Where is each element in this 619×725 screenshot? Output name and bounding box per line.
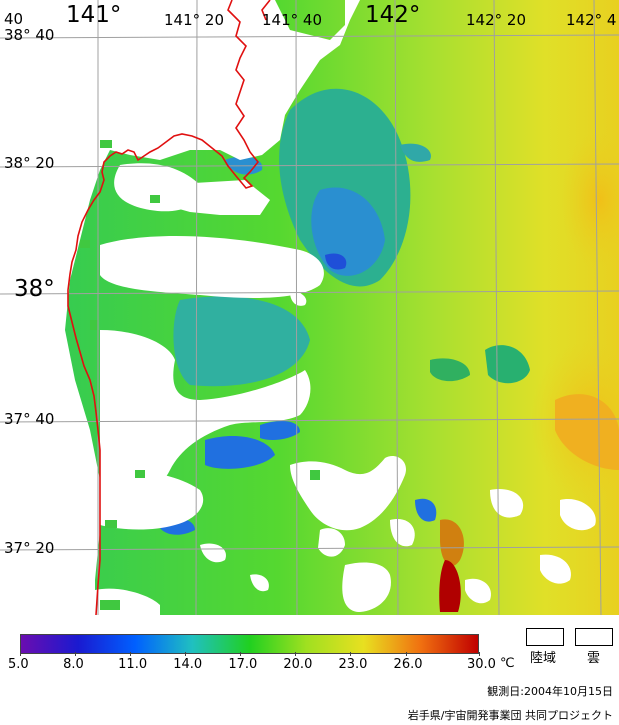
lon-label-141: 141°	[66, 2, 122, 28]
lon-label-141-40: 141° 40	[262, 11, 322, 29]
colorbar-tick-mark-6	[350, 652, 351, 656]
top-left-corner-label: 40	[4, 10, 24, 28]
land-legend-swatch	[526, 628, 564, 646]
cool-water-patches	[160, 88, 530, 535]
colorbar-tick-1: 8.0	[63, 657, 84, 672]
coastline	[67, 0, 271, 616]
colorbar-tick-mark-0	[20, 652, 21, 656]
lon-label-142-40: 142° 4	[566, 11, 617, 29]
lat-label-38-40: 38° 40	[4, 26, 55, 44]
colorbar-tick-2: 11.0	[118, 657, 148, 672]
colorbar-tick-6: 23.0	[338, 657, 368, 672]
temperature-colorbar	[20, 634, 479, 654]
graticule-grid	[0, 0, 619, 616]
colorbar-tick-4: 17.0	[228, 657, 258, 672]
lat-label-38-20: 38° 20	[4, 154, 55, 172]
colorbar-tick-mark-3	[185, 652, 186, 656]
colorbar-tick-0: 5.0	[8, 657, 29, 672]
colorbar-tick-mark-5	[295, 652, 296, 656]
cloud-legend-swatch	[575, 628, 613, 646]
lon-label-142: 142°	[365, 2, 421, 28]
lon-label-141-20: 141° 20	[164, 11, 224, 29]
lat-label-37-20: 37° 20	[4, 539, 55, 557]
colorbar-tick-3: 14.0	[173, 657, 203, 672]
colorbar-tick-mark-1	[75, 652, 76, 656]
cloud-legend-label: 雲	[587, 651, 601, 666]
colorbar-tick-5: 20.0	[283, 657, 313, 672]
lon-label-142-20: 142° 20	[466, 11, 526, 29]
colorbar-tick-mark-4	[240, 652, 241, 656]
observation-date: 観測日:2004年10月15日	[487, 685, 613, 698]
colorbar-tick-mark-2	[130, 652, 131, 656]
colorbar-tick-mark-7	[406, 652, 407, 656]
cloud-regions	[0, 0, 596, 615]
colorbar-tick-8: 30.0	[467, 657, 496, 672]
colorbar-tick-7: 26.0	[393, 657, 423, 672]
land-legend-label: 陸域	[530, 651, 557, 666]
credit-line: 岩手県/宇宙開発事業団 共同プロジェクト	[407, 709, 613, 722]
map-bottom-margin	[0, 615, 619, 725]
colorbar-unit: ℃	[500, 656, 515, 671]
lat-label-37-40: 37° 40	[4, 410, 55, 428]
lat-label-38: 38°	[14, 276, 55, 302]
coastal-fringe-pixels	[80, 140, 320, 610]
colorbar-tick-mark-8	[479, 652, 480, 656]
warm-water-patches	[439, 394, 619, 612]
